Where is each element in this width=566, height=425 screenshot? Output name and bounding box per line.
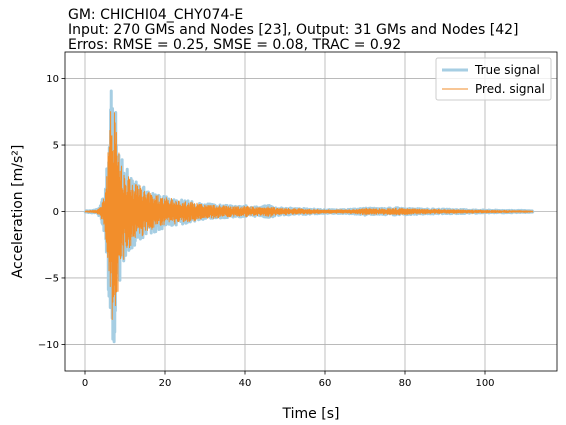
y-tick-label: 5 xyxy=(53,141,59,152)
ticks: 0 20 40 60 80 100 −10 −5 0 5 10 xyxy=(38,74,495,389)
legend: True signal Pred. signal xyxy=(435,57,552,101)
chart-title-line-2: Input: 270 GMs and Nodes [23], Output: 3… xyxy=(68,22,519,38)
series-layer xyxy=(83,89,535,344)
x-axis-label: Time [s] xyxy=(282,406,340,422)
x-tick-label: 100 xyxy=(475,378,494,389)
y-axis-label: Acceleration [m/s²] xyxy=(10,145,26,279)
legend-label-pred-signal: Pred. signal xyxy=(475,82,545,96)
legend-label-true-signal: True signal xyxy=(474,63,540,77)
chart-title-line-3: Erros: RMSE = 0.25, SMSE = 0.08, TRAC = … xyxy=(68,37,402,53)
y-tick-label: −10 xyxy=(38,340,59,351)
x-tick-label: 60 xyxy=(319,378,332,389)
x-tick-label: 80 xyxy=(399,378,412,389)
pred-signal-line xyxy=(84,111,534,321)
y-tick-label: 0 xyxy=(53,207,59,218)
chart-title-line-1: GM: CHICHI04_CHY074-E xyxy=(68,7,244,23)
x-tick-label: 40 xyxy=(239,378,252,389)
y-tick-label: 10 xyxy=(46,74,59,85)
x-tick-label: 20 xyxy=(159,378,172,389)
x-tick-label: 0 xyxy=(82,378,88,389)
y-tick-label: −5 xyxy=(44,273,59,284)
